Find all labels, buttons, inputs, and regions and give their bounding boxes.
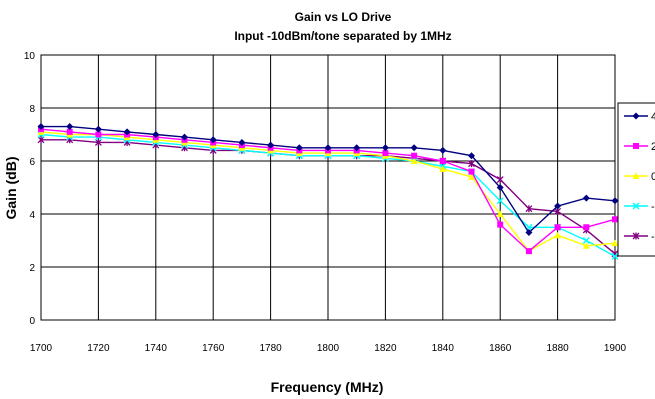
data-point xyxy=(468,152,475,160)
data-point xyxy=(468,173,475,180)
gridlines xyxy=(40,54,616,321)
data-point xyxy=(582,236,590,245)
data-point xyxy=(611,252,619,260)
data-point xyxy=(468,168,475,175)
x-tick-label: 1700 xyxy=(30,343,53,354)
data-point xyxy=(632,172,640,179)
x-tick-label: 1800 xyxy=(317,343,340,354)
y-axis-ticks: 0 2 4 6 8 10 xyxy=(24,51,36,327)
y-tick-label: 6 xyxy=(29,157,35,168)
data-series xyxy=(37,123,619,260)
data-point xyxy=(410,144,418,152)
data-point xyxy=(582,242,590,249)
y-tick-label: 4 xyxy=(29,210,35,221)
data-point xyxy=(496,184,504,191)
x-axis-ticks: 1700 1720 1740 1760 1780 1800 1820 1840 1860 1880… xyxy=(30,343,627,354)
data-point xyxy=(410,157,418,164)
data-point xyxy=(554,231,562,239)
legend-item: 0 xyxy=(624,171,655,183)
legend-label: 4 xyxy=(651,111,655,123)
chart-subtitle: Input -10dBm/tone separated by 1MHz xyxy=(234,29,451,43)
data-point xyxy=(632,112,640,120)
data-point xyxy=(66,123,74,131)
x-tick-label: 1760 xyxy=(202,343,225,354)
data-point xyxy=(381,144,389,152)
data-point xyxy=(525,229,533,237)
x-tick-label: 1820 xyxy=(374,343,397,354)
x-tick-label: 1840 xyxy=(432,343,455,354)
data-point xyxy=(497,221,504,228)
x-tick-label: 1900 xyxy=(604,343,627,354)
legend-item: 4 xyxy=(624,111,655,123)
x-axis-title: Frequency (MHz) xyxy=(271,379,384,395)
data-point xyxy=(382,150,389,157)
legend: 4 2 0 - - xyxy=(617,102,655,257)
data-point xyxy=(37,136,45,144)
legend-label: 2 xyxy=(651,141,655,153)
data-point xyxy=(267,141,275,149)
x-tick-label: 1740 xyxy=(145,343,168,354)
data-point xyxy=(439,165,447,172)
data-point xyxy=(611,239,619,247)
y-axis-title: Gain (dB) xyxy=(3,157,19,220)
data-point xyxy=(632,202,640,210)
data-point xyxy=(611,197,619,205)
x-tick-label: 1720 xyxy=(87,343,110,354)
data-point xyxy=(353,144,361,152)
legend-label: - xyxy=(651,231,655,243)
data-point xyxy=(468,160,475,168)
x-tick-label: 1860 xyxy=(489,343,512,354)
data-point xyxy=(582,194,590,202)
legend-item: - xyxy=(624,231,655,243)
data-point xyxy=(583,224,590,231)
legend-item: 2 xyxy=(624,141,655,153)
data-point xyxy=(181,133,188,141)
data-point xyxy=(632,232,640,240)
data-point xyxy=(94,138,102,146)
legend-item: - xyxy=(624,201,655,213)
legend-label: - xyxy=(651,201,655,213)
data-point xyxy=(123,128,131,136)
y-tick-label: 2 xyxy=(29,263,35,274)
data-point xyxy=(612,216,618,223)
y-tick-label: 8 xyxy=(29,104,35,115)
data-point xyxy=(496,176,504,184)
data-point xyxy=(94,125,102,133)
legend-label: 0 xyxy=(651,171,655,183)
x-tick-label: 1880 xyxy=(546,343,569,354)
chart-title: Gain vs LO Drive xyxy=(295,10,392,24)
data-point xyxy=(238,138,246,146)
data-point xyxy=(554,202,562,210)
data-point xyxy=(525,248,532,255)
y-tick-label: 0 xyxy=(29,316,35,327)
data-point xyxy=(633,143,639,149)
data-point xyxy=(496,210,504,217)
data-point xyxy=(152,131,160,138)
data-point xyxy=(554,224,561,231)
data-point xyxy=(439,146,447,154)
data-point xyxy=(496,197,504,205)
data-point xyxy=(295,144,303,152)
y-tick-label: 10 xyxy=(24,51,36,62)
data-point xyxy=(37,123,45,131)
series-1 xyxy=(37,123,619,237)
data-point xyxy=(411,152,418,159)
data-point xyxy=(209,136,217,144)
data-point xyxy=(95,131,102,138)
legend-box xyxy=(617,102,655,257)
data-point xyxy=(439,158,446,164)
data-point xyxy=(525,205,533,213)
data-point xyxy=(324,144,332,152)
data-point xyxy=(66,128,73,135)
x-tick-label: 1780 xyxy=(259,343,282,354)
